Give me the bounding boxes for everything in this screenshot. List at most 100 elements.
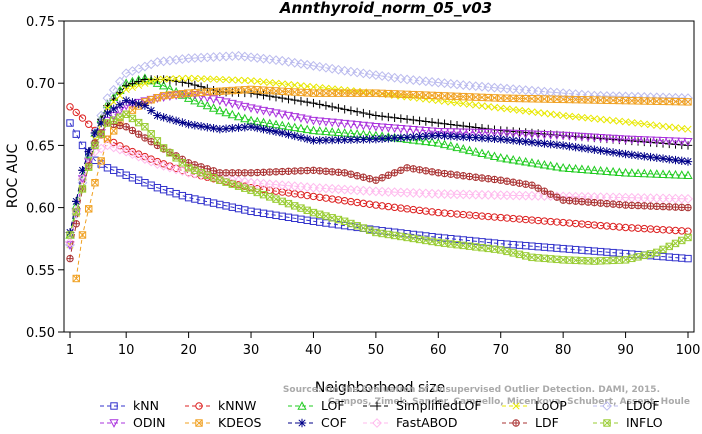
point-simplifiedlof <box>278 93 287 103</box>
point-lof <box>664 169 674 179</box>
point-loop <box>659 122 667 130</box>
point-cof <box>359 135 368 144</box>
x-tick-label: 90 <box>617 343 634 358</box>
point-fastabod <box>664 193 675 204</box>
point-loop <box>484 103 492 111</box>
point-cof <box>97 118 106 128</box>
point-fastabod <box>258 178 269 189</box>
y-axis: 0.50 0.55 0.60 0.65 0.70 0.75 <box>26 15 64 341</box>
point-cof <box>259 125 268 134</box>
point-odin <box>614 135 624 144</box>
point-loop <box>453 99 461 107</box>
point-lof <box>639 168 649 178</box>
point-odin <box>683 137 693 147</box>
point-fastabod <box>171 164 182 175</box>
point-lof <box>496 152 506 162</box>
series-cof <box>65 96 693 237</box>
point-ldf <box>515 179 524 187</box>
point-lof <box>570 163 581 173</box>
point-odin <box>421 127 431 136</box>
point-kdeos <box>515 94 524 103</box>
point-simplifiedlof <box>377 112 387 121</box>
point-ldof <box>464 80 475 91</box>
x-tick-label: 50 <box>368 343 385 358</box>
point-kdeos <box>78 231 87 239</box>
point-odin <box>652 136 662 146</box>
point-inflo <box>322 212 330 220</box>
point-lof <box>152 78 163 87</box>
point-ldof <box>352 67 363 78</box>
point-cof <box>652 153 661 163</box>
point-ldf <box>297 167 305 175</box>
point-inflo <box>91 141 99 150</box>
point-inflo <box>141 123 149 131</box>
point-lof <box>240 113 250 123</box>
point-loop <box>503 105 511 113</box>
point-ldf <box>671 203 680 211</box>
point-fastabod <box>133 151 144 162</box>
point-fastabod <box>370 186 381 197</box>
point-ldof <box>452 79 462 90</box>
point-ldf <box>415 166 424 174</box>
point-odin <box>252 105 262 115</box>
point-lof <box>333 127 344 137</box>
point-inflo <box>97 130 105 138</box>
point-ldf <box>141 134 149 142</box>
point-simplifiedlof <box>178 78 187 87</box>
point-cof <box>640 152 649 161</box>
point-cof <box>303 134 312 144</box>
point-loop <box>291 81 299 89</box>
point-odin <box>552 131 562 141</box>
point-fastabod <box>239 176 250 187</box>
point-inflo <box>546 255 555 263</box>
point-simplifiedlof <box>471 123 480 132</box>
point-cof <box>90 128 100 138</box>
point-cof <box>490 134 499 144</box>
point-ldof <box>252 53 263 63</box>
point-loop <box>272 79 280 87</box>
point-lof <box>527 157 537 167</box>
point-fastabod <box>364 186 375 196</box>
point-cof <box>440 131 449 141</box>
point-fastabod <box>527 190 537 201</box>
point-cof <box>646 152 655 162</box>
point-fastabod <box>314 183 325 193</box>
point-ldof <box>489 82 500 93</box>
point-fastabod <box>327 183 338 194</box>
point-cof <box>390 133 399 143</box>
point-loop <box>465 100 474 108</box>
point-inflo <box>284 199 293 208</box>
point-loop <box>509 106 517 114</box>
point-cof <box>509 136 518 145</box>
point-odin <box>496 129 506 138</box>
point-fastabod <box>395 187 406 198</box>
point-ldf <box>234 169 243 177</box>
point-odin <box>346 120 356 130</box>
point-fastabod <box>408 188 419 198</box>
point-ldof <box>508 84 519 95</box>
legend-marker-knn <box>110 402 118 410</box>
point-cof <box>121 96 131 105</box>
point-cof <box>346 135 356 144</box>
point-fastabod <box>146 156 157 167</box>
point-ldf <box>453 171 461 179</box>
point-ldf <box>615 200 624 209</box>
point-ldof <box>408 75 419 85</box>
point-fastabod <box>296 181 306 192</box>
series-kdeos <box>72 85 692 283</box>
point-ldof <box>570 89 581 100</box>
legend-item-lof: LOF <box>288 398 345 413</box>
point-loop <box>216 75 224 84</box>
point-simplifiedlof <box>165 76 175 85</box>
point-lof <box>315 126 325 135</box>
point-loop <box>153 75 161 84</box>
point-ldof <box>289 57 300 68</box>
point-odin <box>283 111 294 121</box>
point-ldof <box>427 77 437 87</box>
point-ldof <box>502 83 512 94</box>
point-odin <box>246 104 256 113</box>
point-ldf <box>147 137 155 146</box>
point-lof <box>208 103 219 112</box>
point-odin <box>402 125 412 135</box>
point-lof <box>564 163 575 172</box>
